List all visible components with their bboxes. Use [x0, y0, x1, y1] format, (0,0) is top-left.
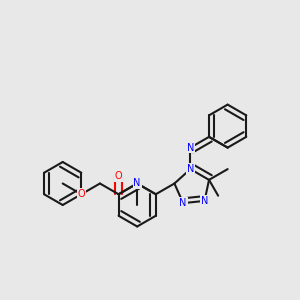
- Text: O: O: [77, 189, 85, 199]
- Text: O: O: [115, 171, 122, 181]
- Text: N: N: [179, 198, 187, 208]
- Text: N: N: [187, 164, 194, 174]
- Text: N: N: [134, 178, 141, 188]
- Text: N: N: [201, 196, 208, 206]
- Text: N: N: [187, 142, 194, 153]
